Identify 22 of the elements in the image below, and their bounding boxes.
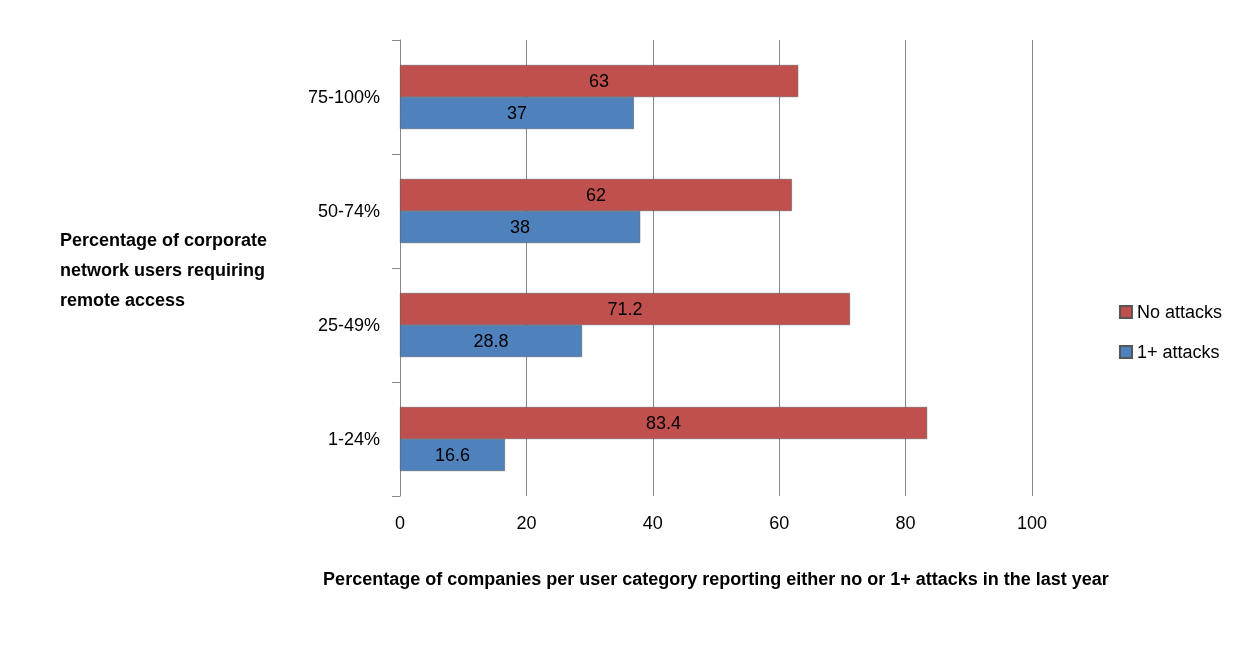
data-label: 28.8 <box>473 331 509 351</box>
data-label: 71.2 <box>607 299 643 319</box>
data-label: 37 <box>506 103 527 123</box>
y-axis-title: Percentage of corporate network users requiring remote access <box>60 230 273 310</box>
x-tick-label: 100 <box>1016 513 1048 533</box>
y-tick-label: 50-74% <box>317 201 380 221</box>
x-tick-label: 0 <box>394 513 406 533</box>
y-tick-label: 25-49% <box>317 315 380 335</box>
data-label: 83.4 <box>646 413 682 433</box>
x-tick-label: 20 <box>516 513 537 533</box>
x-tick-label: 60 <box>769 513 790 533</box>
data-label: 62 <box>585 185 606 205</box>
x-tick-label: 40 <box>642 513 663 533</box>
data-label: 38 <box>510 217 531 237</box>
legend-label: No attacks <box>1136 302 1223 322</box>
y-tick-label: 75-100% <box>307 87 380 107</box>
x-axis-title: Percentage of companies per user category reporting either no or 1+ attacks in the last year <box>323 569 1109 589</box>
x-tick-label: 80 <box>895 513 916 533</box>
legend-label: 1+ attacks <box>1136 342 1220 362</box>
y-tick-label: 1-24% <box>327 429 380 449</box>
data-label: 63 <box>589 71 610 91</box>
data-label: 16.6 <box>434 445 470 465</box>
